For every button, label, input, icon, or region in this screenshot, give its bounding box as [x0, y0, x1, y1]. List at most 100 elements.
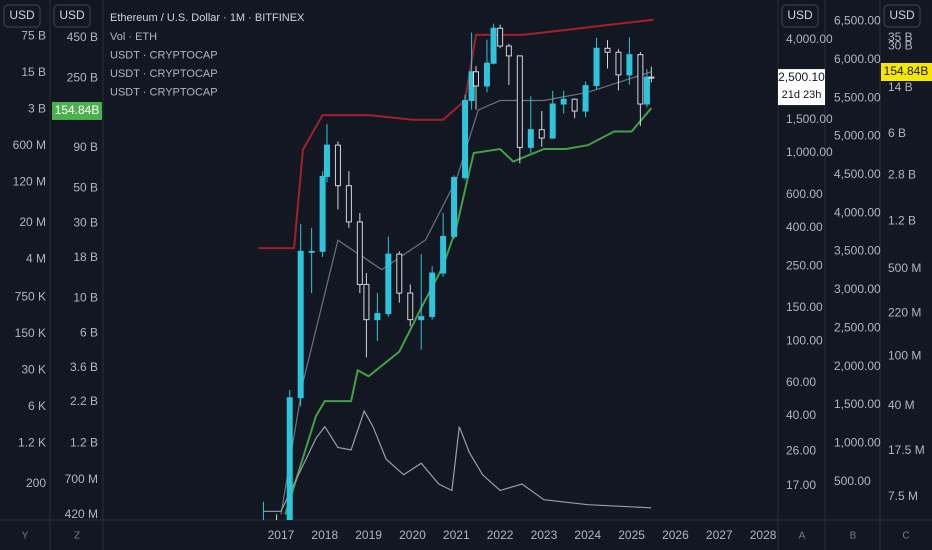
- axis-tick-label: 30 K: [21, 363, 46, 377]
- unit-button[interactable]: [883, 4, 921, 28]
- candle-body: [582, 85, 589, 112]
- axis-tick-label: 17.00: [786, 478, 816, 492]
- axis-tick-label: 6 B: [80, 325, 98, 339]
- axis-tick-label: 2.8 B: [888, 167, 916, 181]
- unit-label: USD: [787, 8, 813, 22]
- axis-tick-label: 420 M: [65, 507, 98, 521]
- axis-tick-label: 15 B: [21, 65, 46, 79]
- axis-tick-label: 6 B: [888, 126, 906, 140]
- candle-body: [385, 253, 392, 315]
- chart-title: Ethereum / U.S. Dollar · 1M · BITFINEX: [110, 12, 305, 24]
- candle-body: [497, 27, 504, 47]
- candle-body: [429, 272, 436, 318]
- candle-body: [451, 177, 458, 237]
- axis-tick-label: 7.5 M: [888, 489, 918, 503]
- axis-tick-label: 2.2 B: [70, 394, 98, 408]
- axis-tick-label: 1,500.00: [786, 112, 833, 126]
- axis-tick-label: 6 K: [28, 399, 46, 413]
- unit-button[interactable]: [781, 4, 819, 28]
- candle-body: [527, 129, 534, 148]
- axis-tick-label: 1.2 B: [888, 213, 916, 227]
- indicator-line: [258, 18, 654, 250]
- axis-tick-label: 220 M: [888, 306, 921, 320]
- candle-body: [615, 51, 622, 76]
- x-tick-label: 2017: [268, 528, 295, 542]
- axis-tick-label: 40 M: [888, 398, 915, 412]
- unit-label: USD: [9, 8, 35, 22]
- indicator-line: [284, 107, 653, 515]
- axis-tick-label: 120 M: [13, 175, 46, 189]
- axis-tick-label: 4,000.00: [834, 205, 881, 219]
- candle-body: [374, 313, 381, 321]
- last-value-box: [881, 63, 932, 81]
- last-value-label: 154.84B: [55, 103, 100, 117]
- last-value-box: [778, 69, 825, 106]
- candle-body: [549, 103, 556, 139]
- axis-letter: C: [902, 531, 909, 542]
- axis-tick-label: 600.00: [786, 187, 823, 201]
- candle-body: [308, 250, 315, 253]
- axis-tick-label: 20 M: [19, 215, 46, 229]
- axis-tick-label: 30 B: [73, 215, 98, 229]
- candle-body: [297, 250, 304, 399]
- axis-tick-label: 200: [26, 476, 46, 490]
- candle-body: [396, 253, 403, 294]
- legend-entry: USDT · CRYPTOCAP: [110, 86, 218, 98]
- candle-body: [538, 129, 545, 139]
- legend-entry: USDT · CRYPTOCAP: [110, 49, 218, 61]
- unit-button[interactable]: [3, 4, 41, 28]
- candle-body: [648, 76, 655, 79]
- candle-body: [473, 71, 480, 87]
- unit-label: USD: [889, 8, 915, 22]
- candle-body: [516, 55, 523, 148]
- axis-tick-label: 4 M: [26, 252, 46, 266]
- x-tick-label: 2019: [355, 528, 382, 542]
- axis-tick-label: 1,000.00: [786, 145, 833, 159]
- x-tick-label: 2027: [706, 528, 733, 542]
- candle-body: [323, 144, 330, 177]
- axis-tick-label: 100 M: [888, 348, 921, 362]
- axis-tick-label: 30 B: [888, 39, 913, 53]
- axis-tick-label: 2,000.00: [834, 359, 881, 373]
- axis-tick-label: 250 B: [67, 70, 98, 84]
- axis-tick-label: 750 K: [15, 290, 46, 304]
- candle-body: [560, 98, 567, 105]
- candle-body: [319, 175, 326, 252]
- axis-tick-label: 40.00: [786, 408, 816, 422]
- axis-tick-label: 3,500.00: [834, 244, 881, 258]
- axis-tick-label: 75 B: [21, 29, 46, 43]
- axis-tick-label: 5,000.00: [834, 129, 881, 143]
- axis-tick-label: 4,500.00: [834, 167, 881, 181]
- axis-tick-label: 500 M: [888, 261, 921, 275]
- x-tick-label: 2023: [531, 528, 558, 542]
- candle-body: [334, 144, 341, 187]
- candle-body: [571, 98, 578, 112]
- candle-body: [363, 283, 370, 321]
- candle-body: [593, 47, 600, 87]
- axis-tick-label: 3 B: [28, 102, 46, 116]
- axis-tick-label: 35 B: [888, 30, 913, 44]
- axis-tick-label: 90 B: [73, 140, 98, 154]
- axis-tick-label: 18 B: [73, 250, 98, 264]
- axis-tick-label: 14 B: [888, 80, 913, 94]
- axis-tick-label: 450 B: [67, 30, 98, 44]
- candle-body: [356, 221, 363, 285]
- candle-body: [626, 54, 633, 76]
- x-tick-label: 2022: [487, 528, 514, 542]
- axis-tick-label: 3.6 B: [70, 360, 98, 374]
- axis-letter: B: [850, 531, 857, 542]
- candle-body: [407, 292, 414, 321]
- axis-tick-label: 150.00: [786, 300, 823, 314]
- axis-tick-label: 60.00: [786, 375, 816, 389]
- axis-tick-label: 1,500.00: [834, 397, 881, 411]
- unit-button[interactable]: [53, 4, 91, 28]
- x-tick-label: 2028: [750, 528, 777, 542]
- last-value-box: [52, 101, 102, 120]
- countdown-label: 21d 23h: [782, 89, 822, 101]
- candle-body: [345, 185, 352, 223]
- axis-tick-label: 2,500.00: [834, 320, 881, 334]
- x-tick-label: 2025: [618, 528, 645, 542]
- x-tick-label: 2026: [662, 528, 689, 542]
- candle-body: [483, 62, 490, 87]
- last-value-label: 2,500.10: [778, 70, 825, 84]
